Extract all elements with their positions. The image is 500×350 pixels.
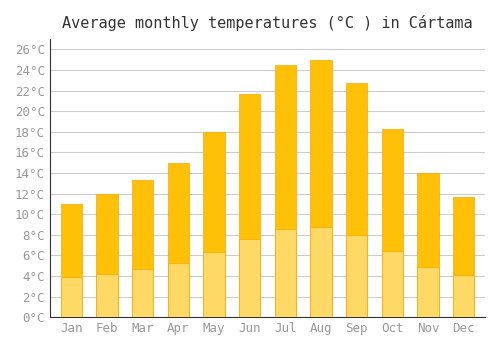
Bar	[132, 269, 154, 317]
Bar	[168, 263, 189, 317]
Bar	[346, 83, 368, 317]
Bar	[203, 132, 224, 317]
Bar	[239, 239, 260, 317]
Bar	[60, 278, 82, 317]
Bar	[417, 267, 438, 317]
Bar	[346, 235, 368, 317]
Bar	[310, 227, 332, 317]
Bar	[382, 251, 403, 317]
Bar	[310, 60, 332, 317]
Title: Average monthly temperatures (°C ) in Cártama: Average monthly temperatures (°C ) in Cá…	[62, 15, 472, 31]
Bar	[417, 173, 438, 317]
Bar	[96, 194, 118, 317]
Bar	[274, 229, 296, 317]
Bar	[274, 65, 296, 317]
Bar	[60, 204, 82, 317]
Bar	[96, 274, 118, 317]
Bar	[203, 252, 224, 317]
Bar	[382, 129, 403, 317]
Bar	[453, 275, 474, 317]
Bar	[453, 197, 474, 317]
Bar	[132, 180, 154, 317]
Bar	[239, 94, 260, 317]
Bar	[168, 163, 189, 317]
